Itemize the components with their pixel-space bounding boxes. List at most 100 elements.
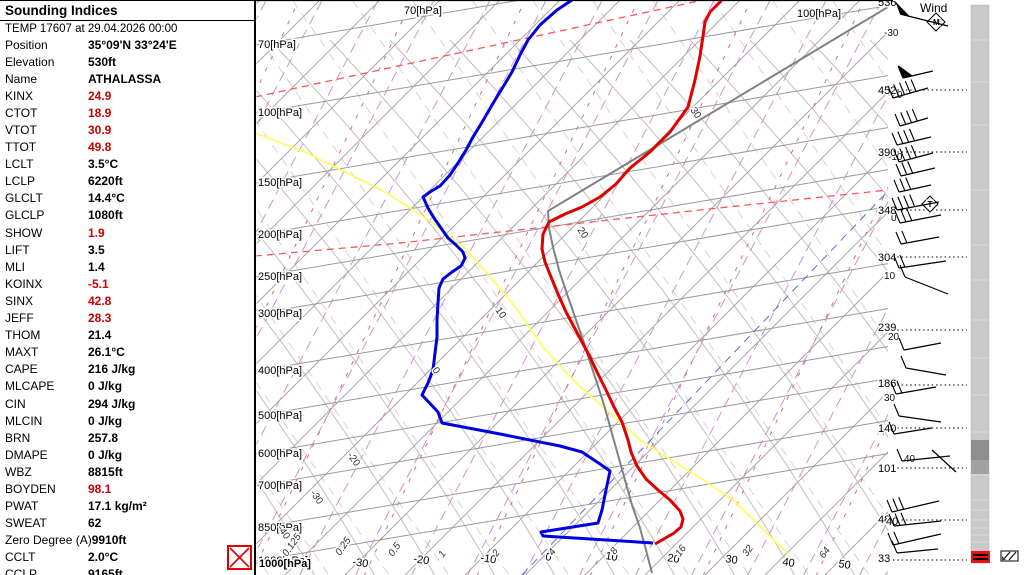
index-label: CCLP bbox=[5, 567, 38, 575]
index-row: THOM 21.4 bbox=[5, 327, 254, 344]
index-label: GLCLT bbox=[5, 191, 43, 206]
wind-column: Wind M T 536 452 390 348 304 239 186 140 101 48 40 33 bbox=[877, 0, 967, 567]
index-row: LCLP 6220ft bbox=[5, 173, 254, 190]
index-value: 42.8 bbox=[88, 293, 112, 308]
svg-text:400[hPa]: 400[hPa] bbox=[258, 365, 302, 377]
svg-text:48: 48 bbox=[878, 514, 890, 526]
red-dashed-line bbox=[256, 0, 704, 98]
index-label: Zero Degree (A) bbox=[5, 533, 92, 548]
wind-barb bbox=[895, 230, 940, 245]
index-row: MLI 1.4 bbox=[5, 258, 254, 275]
index-label: GLCLP bbox=[5, 208, 45, 223]
index-label: CTOT bbox=[5, 105, 38, 120]
index-value: 30.9 bbox=[88, 123, 112, 138]
index-row: JEFF 28.3 bbox=[5, 310, 254, 327]
index-label: PWAT bbox=[5, 499, 39, 514]
close-icon-glyph bbox=[227, 545, 252, 570]
svg-text:186: 186 bbox=[878, 378, 896, 390]
index-value: 2.0°C bbox=[88, 550, 119, 565]
index-row: KINX 24.9 bbox=[5, 87, 254, 104]
index-row: SINX 42.8 bbox=[5, 292, 254, 309]
axis-labels: 70[hPa] 100[hPa] 150[hPa] 200[hPa] 250[hPa] 3… bbox=[257, 4, 918, 574]
index-value: ATHALASSA bbox=[88, 71, 162, 86]
index-label: SHOW bbox=[5, 225, 43, 240]
svg-text:0: 0 bbox=[891, 213, 897, 224]
index-value: 216 J/kg bbox=[88, 362, 136, 377]
index-row: CCLT 2.0°C bbox=[5, 549, 254, 566]
red-dashed-line bbox=[256, 189, 888, 257]
index-label: MAXT bbox=[5, 345, 39, 360]
index-value: 1.9 bbox=[88, 225, 105, 240]
index-value: 0 J/kg bbox=[88, 413, 123, 428]
index-value: -5.1 bbox=[88, 276, 109, 291]
index-value: 9165ft bbox=[88, 567, 123, 575]
index-value: 0 J/kg bbox=[88, 447, 123, 462]
wind-barb bbox=[895, 161, 936, 177]
svg-text:700[hPa]: 700[hPa] bbox=[258, 480, 302, 492]
wind-barb bbox=[888, 421, 933, 435]
index-value: 18.9 bbox=[88, 105, 112, 120]
index-value: 0 J/kg bbox=[88, 379, 123, 394]
svg-text:30: 30 bbox=[884, 393, 896, 404]
svg-text:304: 304 bbox=[878, 252, 896, 264]
svg-text:500[hPa]: 500[hPa] bbox=[258, 410, 302, 422]
index-row: CIN 294 J/kg bbox=[5, 395, 254, 412]
svg-text:10: 10 bbox=[884, 271, 896, 282]
svg-text:-10: -10 bbox=[888, 152, 903, 163]
svg-text:M: M bbox=[933, 18, 940, 27]
wind-barb bbox=[893, 177, 932, 193]
index-value: 530ft bbox=[88, 54, 117, 69]
svg-text:64: 64 bbox=[817, 545, 833, 561]
wind-barb bbox=[895, 1, 949, 27]
svg-text:390: 390 bbox=[878, 147, 896, 159]
svg-text:70[hPa]: 70[hPa] bbox=[404, 5, 442, 17]
svg-text:600[hPa]: 600[hPa] bbox=[258, 448, 302, 460]
index-value: 17.1 kg/m² bbox=[88, 499, 147, 514]
index-row: LIFT 3.5 bbox=[5, 241, 254, 258]
index-label: MLI bbox=[5, 259, 26, 274]
close-icon[interactable] bbox=[227, 545, 252, 570]
svg-text:-30: -30 bbox=[308, 488, 326, 507]
svg-text:250[hPa]: 250[hPa] bbox=[258, 271, 302, 283]
index-row: MLCIN 0 J/kg bbox=[5, 412, 254, 429]
index-value: 294 J/kg bbox=[88, 396, 136, 411]
max-wind-diamond bbox=[926, 12, 946, 32]
svg-text:140: 140 bbox=[878, 423, 896, 435]
index-label: KINX bbox=[5, 88, 34, 103]
index-value: 62 bbox=[88, 516, 102, 531]
wind-barb bbox=[897, 65, 934, 79]
wind-barb bbox=[893, 403, 942, 423]
dewpoint-curve bbox=[420, 0, 654, 545]
svg-text:Wind: Wind bbox=[920, 1, 947, 15]
parcel-curve bbox=[546, 6, 888, 574]
index-label: VTOT bbox=[5, 123, 37, 138]
svg-text:100[hPa]: 100[hPa] bbox=[258, 107, 302, 119]
panel-title: Sounding Indices bbox=[0, 1, 254, 21]
index-label: Position bbox=[5, 37, 48, 52]
svg-text:20: 20 bbox=[667, 552, 681, 566]
index-row: Position 35°09'N 33°24'E bbox=[5, 36, 254, 53]
index-label: THOM bbox=[5, 328, 41, 343]
index-row: CTOT 18.9 bbox=[5, 104, 254, 121]
index-row: GLCLT 14.4°C bbox=[5, 190, 254, 207]
wind-barb bbox=[899, 264, 949, 295]
index-row: VTOT 30.9 bbox=[5, 121, 254, 138]
svg-text:-20: -20 bbox=[413, 553, 431, 567]
index-row: CAPE 216 J/kg bbox=[5, 361, 254, 378]
svg-text:850[hPa]: 850[hPa] bbox=[258, 522, 302, 534]
index-label: KOINX bbox=[5, 276, 43, 291]
svg-text:0.25: 0.25 bbox=[333, 535, 353, 558]
index-value: 1.4 bbox=[88, 259, 105, 274]
wind-barb bbox=[887, 79, 929, 99]
indices-list: Position 35°09'N 33°24'E Elevation 530ft Nam… bbox=[0, 36, 254, 575]
svg-text:1: 1 bbox=[436, 549, 448, 560]
wind-barb bbox=[891, 128, 932, 146]
sounding-indices-panel: Sounding Indices TEMP 17607 at 29.04.202… bbox=[0, 0, 256, 575]
index-label: WBZ bbox=[5, 464, 32, 479]
svg-text:150[hPa]: 150[hPa] bbox=[258, 177, 302, 189]
index-label: MLCAPE bbox=[5, 379, 55, 394]
index-row: TTOT 49.8 bbox=[5, 139, 254, 156]
index-value: 9910ft bbox=[91, 533, 127, 548]
index-row: WBZ 8815ft bbox=[5, 463, 254, 480]
